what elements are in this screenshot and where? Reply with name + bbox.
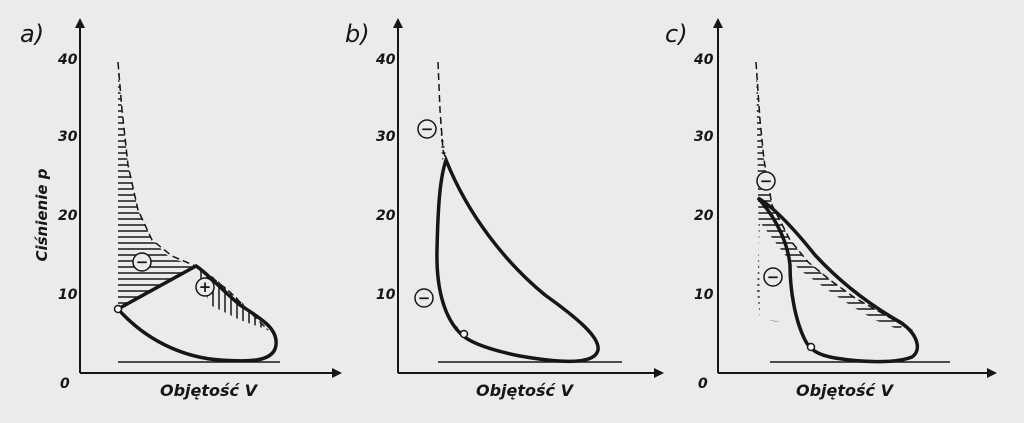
y-tick: 30 (694, 129, 714, 145)
x-axis-label: Objętość V (796, 381, 895, 400)
panel-b: b) 10 20 30 40 − − Objętość V (345, 18, 664, 400)
negative-work-area (756, 62, 903, 330)
panel-label-b: b) (345, 20, 370, 48)
minus-sign-icon (132, 252, 152, 272)
negative-work-area (118, 62, 196, 309)
y-tick: 10 (58, 287, 78, 303)
expansion-curve (755, 61, 916, 333)
y-tick: 30 (58, 129, 78, 145)
y-tick: 40 (57, 52, 78, 68)
y-tick: 0 (60, 376, 70, 392)
x-axis-label: Objętość V (160, 381, 259, 400)
state-point (806, 342, 816, 352)
panel-label-a: a) (20, 20, 44, 48)
y-tick: 40 (693, 52, 714, 68)
minus-sign-icon (756, 171, 776, 191)
cycle-curve (115, 263, 278, 363)
minus-sign-label: − (767, 268, 780, 286)
panel-a: a) 0 10 20 30 40 − + Objętość V (20, 18, 342, 400)
y-tick: 20 (376, 208, 396, 224)
plus-sign-label: + (199, 278, 212, 296)
panel-label-c: c) (665, 20, 688, 48)
minus-sign-icon (417, 119, 437, 139)
y-tick: 30 (376, 129, 396, 145)
x-axis-label: Objętość V (476, 381, 575, 400)
expansion-curve (437, 61, 447, 161)
minus-sign-label: − (418, 289, 431, 307)
panel-c: c) 0 10 20 30 40 − − Objętość V (665, 18, 997, 400)
cycle-curve (435, 154, 600, 363)
y-tick: 40 (375, 52, 396, 68)
plus-sign-icon (195, 277, 215, 297)
expansion-curve (117, 61, 269, 331)
minus-sign-label: − (136, 253, 149, 271)
minus-sign-label: − (421, 120, 434, 138)
y-tick: 10 (694, 287, 714, 303)
y-tick: 20 (694, 208, 714, 224)
state-point (113, 304, 123, 314)
y-tick: 20 (58, 208, 78, 224)
minus-sign-icon (763, 267, 783, 287)
y-tick: 0 (698, 376, 708, 392)
y-axis-label: Ciśnienie p (33, 168, 51, 261)
minus-sign-icon (414, 288, 434, 308)
y-tick: 10 (376, 287, 396, 303)
state-point (459, 329, 469, 339)
minus-sign-label: − (760, 172, 773, 190)
